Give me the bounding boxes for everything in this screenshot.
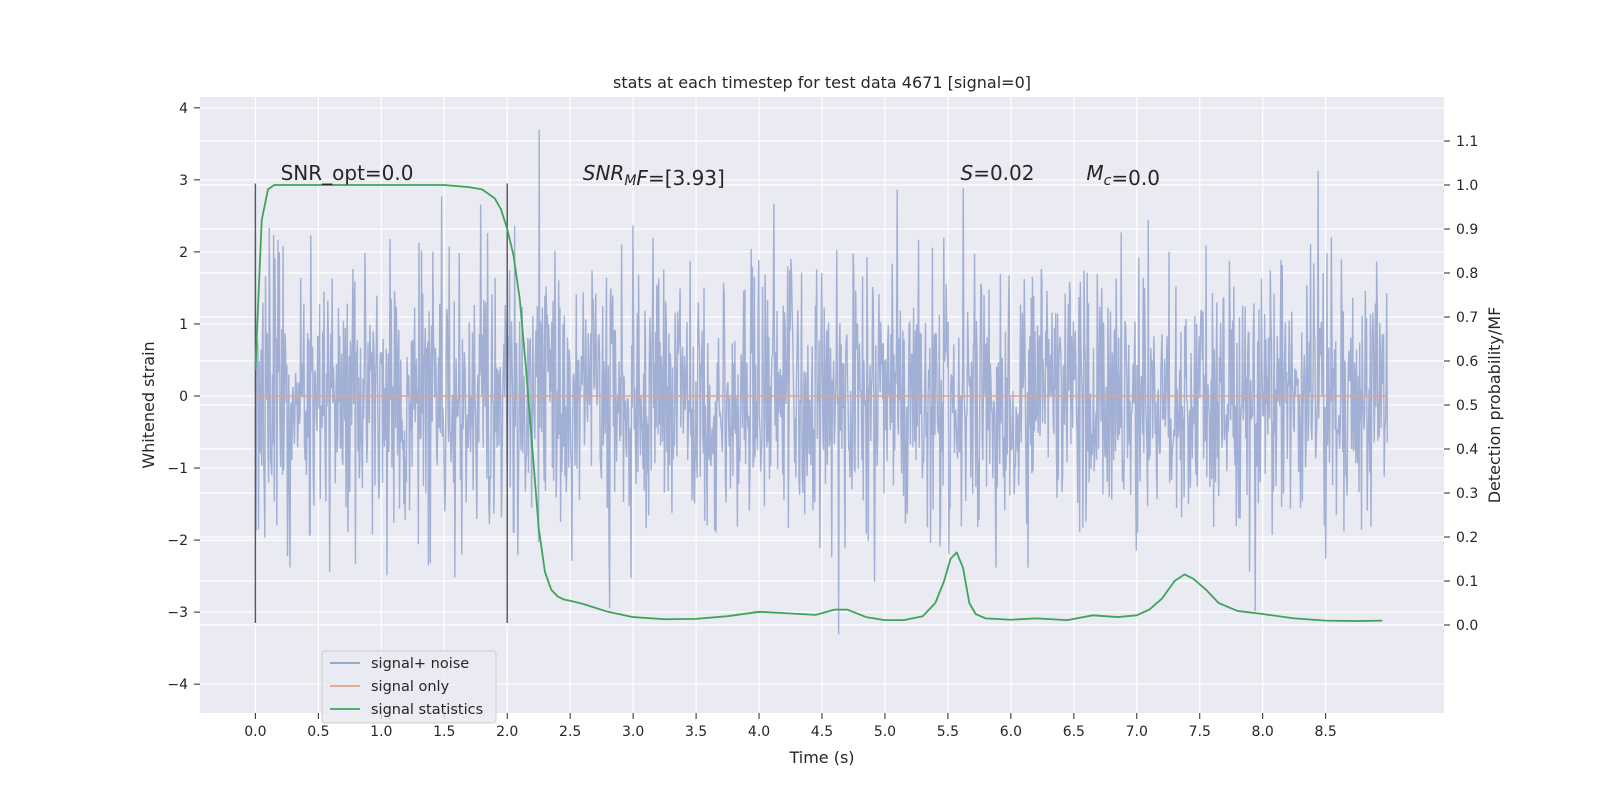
x-tick-label: 1.0: [370, 724, 392, 740]
annotation-3: Mc=0.0: [1086, 161, 1160, 190]
x-tick-label: 0.0: [244, 724, 266, 740]
x-tick-label: 6.5: [1063, 724, 1085, 740]
x-tick-label: 5.5: [937, 724, 959, 740]
left-y-axis-ticks: −4 −3 −2 −1 0 1 2 3 4: [167, 101, 200, 693]
x-tick-label: 3.0: [622, 724, 644, 740]
y-right-tick-label: 0.6: [1456, 354, 1478, 370]
x-tick-label: 8.0: [1252, 724, 1274, 740]
x-tick-label: 7.5: [1189, 724, 1211, 740]
y-right-tick-label: 0.0: [1456, 618, 1478, 634]
y-right-tick-label: 0.8: [1456, 266, 1478, 282]
annotation-part: =0.02: [973, 161, 1034, 185]
legend-label-signal: signal only: [371, 679, 450, 695]
y-right-tick-label: 0.9: [1456, 222, 1478, 238]
y-left-tick-label: 1: [179, 317, 188, 333]
annotation-part: SNR: [583, 161, 625, 185]
left-y-axis-label: Whitened strain: [139, 341, 158, 468]
annotation-1: SNRMF=[3.93]: [583, 161, 725, 190]
legend-label-noise: signal+ noise: [371, 656, 469, 672]
x-tick-label: 4.0: [748, 724, 770, 740]
annotation-part: M: [1086, 161, 1103, 185]
vertical-markers: [254, 183, 508, 623]
right-y-axis-ticks: 0.0 0.1 0.2 0.3 0.4 0.5 0.6 0.7 0.8 0.9 1.0 1.1: [1444, 134, 1478, 634]
x-tick-label: 4.5: [811, 724, 833, 740]
right-y-axis-label: Detection probability/MF: [1485, 307, 1504, 504]
x-tick-label: 0.5: [307, 724, 329, 740]
annotation-part: =[3.93]: [648, 166, 725, 190]
x-tick-label: 8.5: [1315, 724, 1337, 740]
y-right-tick-label: 1.0: [1456, 178, 1478, 194]
y-left-tick-label: −2: [167, 533, 188, 549]
annotation-part: =0.0: [1111, 166, 1160, 190]
x-tick-label: 2.5: [559, 724, 581, 740]
annotation-2: S=0.02: [961, 161, 1035, 185]
statistics-line: [254, 184, 1383, 622]
y-left-tick-label: −3: [167, 605, 188, 621]
x-tick-label: 2.0: [496, 724, 518, 740]
annotation-part: S: [961, 161, 974, 185]
y-right-tick-label: 0.2: [1456, 530, 1478, 546]
x-tick-label: 6.0: [1000, 724, 1022, 740]
annotation-part: F: [636, 166, 648, 190]
chart-title: stats at each timestep for test data 467…: [613, 73, 1031, 92]
y-right-tick-label: 0.1: [1456, 574, 1478, 590]
y-right-tick-label: 0.3: [1456, 486, 1478, 502]
annotation-part: c: [1104, 173, 1112, 189]
y-left-tick-label: −4: [167, 677, 188, 693]
y-left-tick-label: 4: [179, 101, 188, 117]
x-tick-label: 1.5: [433, 724, 455, 740]
annotation-part: SNR_opt=0.0: [281, 161, 414, 185]
x-axis-ticks: 0.0 0.5 1.0 1.5 2.0 2.5 3.0 3.5 4.0 4.5 5.0 5.5 6.0 6…: [244, 713, 1337, 740]
x-tick-label: 7.0: [1126, 724, 1148, 740]
x-tick-label: 3.5: [685, 724, 707, 740]
y-right-tick-label: 1.1: [1456, 134, 1478, 150]
noise-line: [254, 129, 1389, 635]
y-left-tick-label: 2: [179, 245, 188, 261]
annotation-0: SNR_opt=0.0: [281, 161, 414, 185]
y-left-tick-label: 0: [179, 389, 188, 405]
y-right-tick-label: 0.7: [1456, 310, 1478, 326]
x-axis-label: Time (s): [788, 748, 854, 767]
legend: signal+ noise signal only signal statist…: [321, 650, 497, 724]
signal-plus-noise-series: [254, 129, 1389, 635]
y-right-tick-label: 0.4: [1456, 442, 1478, 458]
x-tick-label: 5.0: [874, 724, 896, 740]
y-right-tick-label: 0.5: [1456, 398, 1478, 414]
y-left-tick-label: 3: [179, 173, 188, 189]
annotations: SNR_opt=0.0 SNRMF=[3.93] S=0.02 Mc=0.0: [281, 161, 1160, 190]
annotation-part: M: [624, 173, 636, 189]
y-left-tick-label: −1: [167, 461, 188, 477]
signal-statistics-series: [254, 184, 1383, 622]
legend-label-stats: signal statistics: [371, 702, 483, 718]
legend-box: [321, 650, 497, 724]
